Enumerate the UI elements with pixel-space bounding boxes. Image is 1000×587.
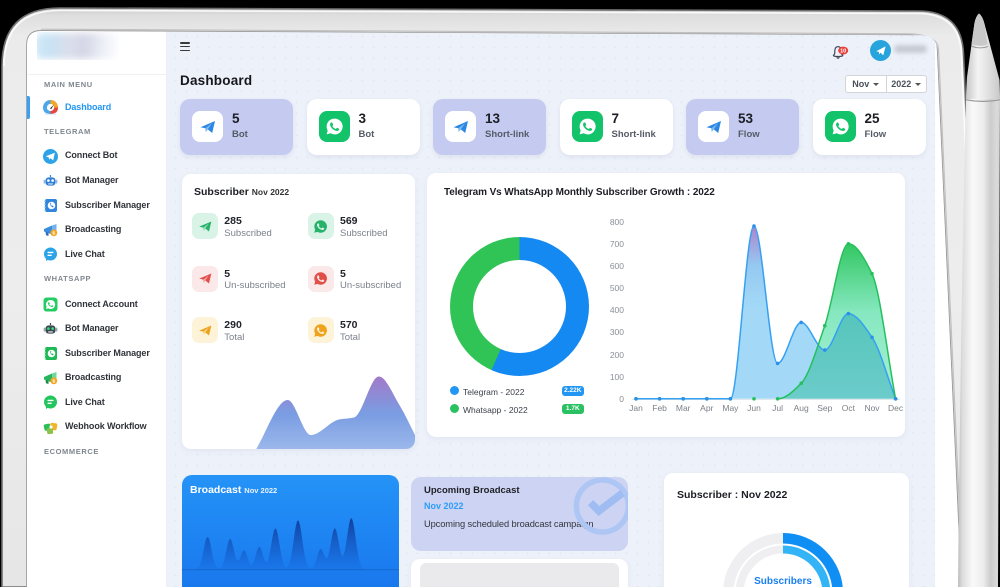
svg-text:10: 10 — [840, 49, 846, 55]
svg-text:$: $ — [52, 378, 55, 384]
svg-text:$: $ — [52, 230, 55, 236]
